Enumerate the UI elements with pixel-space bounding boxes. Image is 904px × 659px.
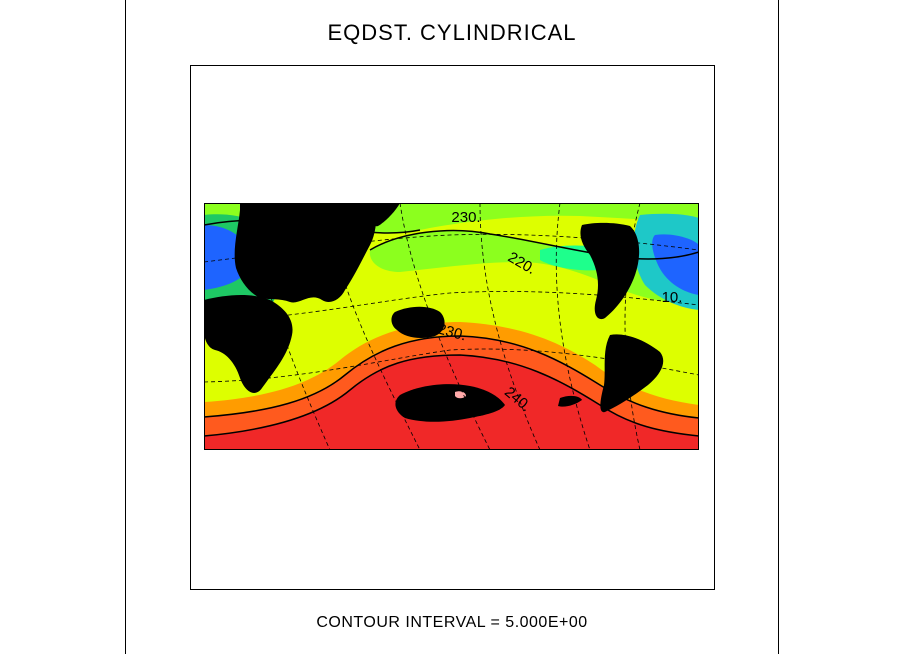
map-area	[204, 203, 699, 450]
contour-lines	[204, 219, 699, 437]
footer: CONTOUR INTERVAL = 5.000E+00	[316, 614, 587, 631]
band-blue-east	[652, 234, 699, 295]
plot-frame	[190, 65, 715, 590]
highland	[455, 391, 466, 399]
contour-label: 10.	[662, 289, 683, 306]
continents	[204, 203, 664, 422]
contour-label: 230.	[436, 320, 469, 344]
contour-label: 230.	[451, 209, 480, 226]
title: EQDST. CYLINDRICAL	[327, 20, 576, 45]
